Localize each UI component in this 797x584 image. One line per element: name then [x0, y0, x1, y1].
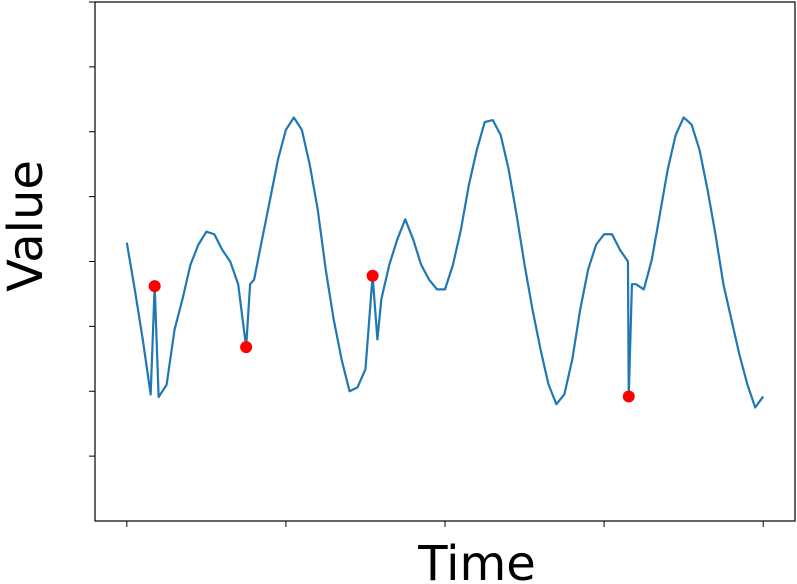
- x-axis-label: Time: [417, 536, 535, 584]
- anomaly-point: [148, 280, 161, 293]
- plot-frame: [94, 1, 796, 522]
- y-axis-label: Value: [0, 160, 54, 292]
- series-line: [125, 116, 765, 409]
- anomaly-point: [366, 269, 379, 282]
- anomaly-point: [622, 390, 635, 403]
- anomaly-point: [240, 341, 253, 354]
